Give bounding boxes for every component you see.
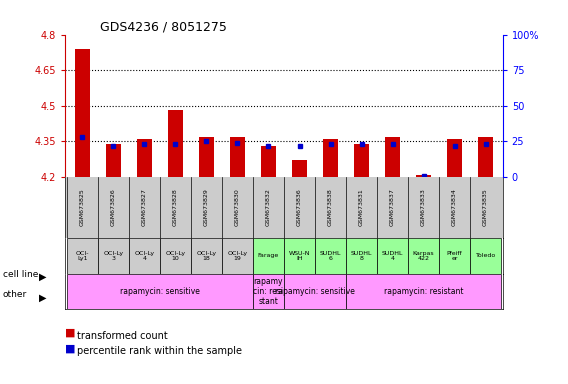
Text: OCI-Ly
4: OCI-Ly 4	[135, 250, 154, 261]
Text: GSM673834: GSM673834	[452, 189, 457, 227]
Bar	[261, 146, 276, 177]
Text: GSM673831: GSM673831	[359, 189, 364, 226]
Text: rapamycin: sensitive: rapamycin: sensitive	[275, 287, 355, 296]
Text: OCI-Ly
19: OCI-Ly 19	[227, 250, 248, 261]
Bar	[191, 238, 222, 273]
Text: other: other	[3, 290, 27, 300]
Bar	[229, 137, 245, 177]
Bar	[67, 273, 253, 309]
Bar	[416, 175, 431, 177]
Text: Karpas
422: Karpas 422	[413, 250, 435, 261]
Text: GSM673837: GSM673837	[390, 189, 395, 227]
Bar	[160, 238, 191, 273]
Bar	[346, 273, 501, 309]
Text: OCI-Ly
18: OCI-Ly 18	[197, 250, 216, 261]
Bar	[439, 238, 470, 273]
Bar	[222, 238, 253, 273]
Bar	[315, 238, 346, 273]
Text: GSM673828: GSM673828	[173, 189, 178, 226]
Bar	[74, 49, 90, 177]
Text: GSM673838: GSM673838	[328, 189, 333, 226]
Text: GSM673826: GSM673826	[111, 189, 116, 226]
Text: GSM673827: GSM673827	[142, 189, 147, 227]
Text: GDS4236 / 8051275: GDS4236 / 8051275	[101, 20, 227, 33]
Bar	[129, 238, 160, 273]
Text: WSU-N
IH: WSU-N IH	[289, 250, 310, 261]
Text: rapamycin: resistant: rapamycin: resistant	[384, 287, 463, 296]
Text: rapamycin: sensitive: rapamycin: sensitive	[120, 287, 200, 296]
Text: OCI-Ly
10: OCI-Ly 10	[165, 250, 186, 261]
Text: transformed count: transformed count	[77, 331, 168, 341]
Bar	[253, 238, 284, 273]
Bar	[67, 238, 98, 273]
Bar	[408, 238, 439, 273]
Text: ■: ■	[65, 343, 80, 353]
Text: GSM673829: GSM673829	[204, 189, 209, 227]
Text: Pfeiff
er: Pfeiff er	[447, 250, 462, 261]
Text: GSM673830: GSM673830	[235, 189, 240, 226]
Text: GSM673836: GSM673836	[297, 189, 302, 226]
Text: cell line: cell line	[3, 270, 38, 279]
Bar	[447, 139, 462, 177]
Bar	[199, 137, 214, 177]
Text: ▶: ▶	[39, 293, 47, 303]
Text: Farage: Farage	[258, 253, 279, 258]
Text: SUDHL
8: SUDHL 8	[351, 250, 372, 261]
Bar	[137, 139, 152, 177]
Bar	[346, 238, 377, 273]
Bar	[292, 160, 307, 177]
Bar	[385, 137, 400, 177]
Bar	[470, 238, 501, 273]
Bar	[284, 273, 346, 309]
Bar	[478, 137, 494, 177]
Bar	[284, 238, 315, 273]
Text: GSM673825: GSM673825	[80, 189, 85, 226]
Text: SUDHL
6: SUDHL 6	[320, 250, 341, 261]
Text: GSM673835: GSM673835	[483, 189, 488, 226]
Bar	[354, 144, 369, 177]
Text: GSM673833: GSM673833	[421, 189, 426, 227]
Text: percentile rank within the sample: percentile rank within the sample	[77, 346, 241, 356]
Text: OCI-Ly
3: OCI-Ly 3	[103, 250, 123, 261]
Bar	[323, 139, 339, 177]
Bar	[253, 273, 284, 309]
Text: OCI-
Ly1: OCI- Ly1	[76, 250, 89, 261]
Text: GSM673832: GSM673832	[266, 189, 271, 227]
Text: SUDHL
4: SUDHL 4	[382, 250, 403, 261]
Bar	[168, 111, 183, 177]
Bar	[106, 144, 121, 177]
Text: Toledo: Toledo	[475, 253, 496, 258]
Text: ■: ■	[65, 328, 80, 338]
Bar	[98, 238, 129, 273]
Bar	[377, 238, 408, 273]
Text: rapamy
cin: resi
stant: rapamy cin: resi stant	[253, 277, 283, 306]
Text: ▶: ▶	[39, 272, 47, 282]
